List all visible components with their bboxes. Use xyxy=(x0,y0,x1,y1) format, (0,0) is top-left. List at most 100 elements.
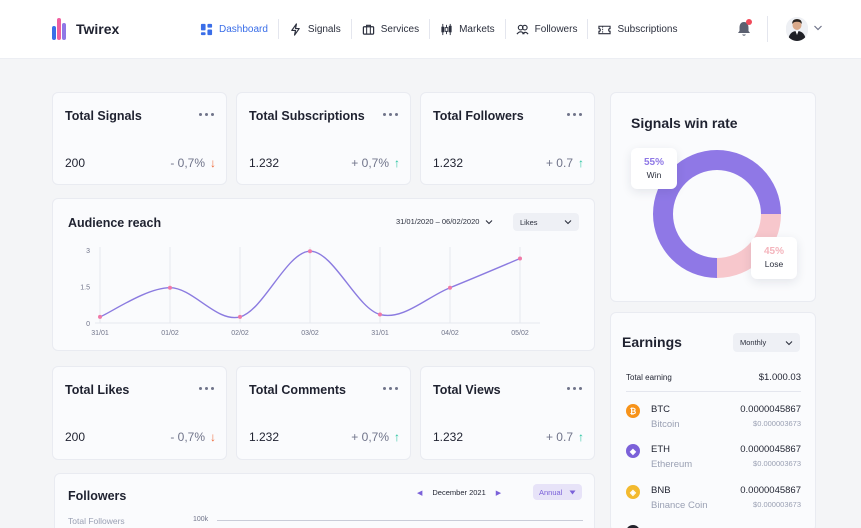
donut-slice-lose[interactable] xyxy=(717,214,781,278)
win-percentage: 55% xyxy=(643,157,664,168)
notification-dot xyxy=(746,19,752,25)
more-options-icon[interactable] xyxy=(199,113,214,116)
stat-change: - 0,7% ↓ xyxy=(170,156,216,170)
followers-period-value: Annual xyxy=(539,487,563,497)
win-rate-title: Signals win rate xyxy=(631,115,738,131)
stat-change: - 0,7% ↓ xyxy=(170,430,216,444)
users-icon xyxy=(516,24,529,35)
earnings-card: Earnings Monthly Total earning $1.000.03… xyxy=(610,312,816,528)
stat-card-total-signals: Total Signals 200 - 0,7% ↓ xyxy=(52,92,227,185)
nav-item-services[interactable]: Services xyxy=(352,19,431,39)
x-tick-label: 31/01 xyxy=(91,330,109,337)
app-name: Twirex xyxy=(76,21,120,37)
chevron-down-icon xyxy=(486,219,493,224)
coin-symbol: BTC xyxy=(651,404,670,415)
coin-symbol: ETH xyxy=(651,444,670,455)
stat-title: Total Views xyxy=(433,383,501,397)
nav-item-markets[interactable]: Markets xyxy=(430,19,506,39)
signals-win-rate-card: Signals win rate 55% Win 45% Lose xyxy=(610,92,816,302)
more-options-icon[interactable] xyxy=(567,387,582,390)
stat-value: 200 xyxy=(65,430,86,444)
data-point-1[interactable] xyxy=(168,285,172,290)
briefcase-icon xyxy=(362,24,374,35)
divider xyxy=(626,391,801,392)
more-options-icon[interactable] xyxy=(567,113,582,116)
win-label-badge: 55% Win xyxy=(631,148,677,189)
stat-change: + 0.7 ↑ xyxy=(546,430,584,444)
chevron-down-icon xyxy=(785,340,793,345)
date-range-picker[interactable]: 31/01/2020 – 06/02/2020 xyxy=(396,217,493,226)
followers-period-select[interactable]: Annual xyxy=(533,484,582,500)
coin-usd-value: $0.000003673 xyxy=(753,459,801,468)
coin-row-bnb[interactable]: ◈ BNB Binance Coin 0.0000045867 $0.00000… xyxy=(626,484,801,514)
x-tick-label: 01/02 xyxy=(161,330,179,337)
stat-value: 200 xyxy=(65,156,86,170)
top-navigation-bar: Twirex Dashboard Signals Services Market… xyxy=(0,0,861,59)
nav-label: Subscriptions xyxy=(617,23,678,35)
data-point-0[interactable] xyxy=(98,314,102,319)
followers-gridline xyxy=(217,520,583,521)
stat-card-total-followers: Total Followers 1.232 + 0.7 ↑ xyxy=(420,92,595,185)
prev-month-icon[interactable]: ◀ xyxy=(417,489,423,497)
more-options-icon[interactable] xyxy=(383,113,398,116)
stat-title: Total Signals xyxy=(65,109,142,123)
audience-title: Audience reach xyxy=(68,216,162,230)
arrow-up-icon: ↑ xyxy=(394,156,400,170)
x-tick-label: 04/02 xyxy=(441,330,459,337)
stat-value: 1.232 xyxy=(249,430,280,444)
coin-name: Ethereum xyxy=(651,459,693,470)
stat-title: Total Followers xyxy=(433,109,524,123)
chevron-down-icon xyxy=(564,220,572,225)
coin-row-btc[interactable]: ₿ BTC Bitcoin 0.0000045867 $0.000003673 xyxy=(626,403,801,433)
more-options-icon[interactable] xyxy=(199,387,214,390)
stat-change: + 0,7% ↑ xyxy=(351,430,400,444)
binance-icon: ◈ xyxy=(626,485,640,499)
followers-axis-label: 100k xyxy=(193,516,209,523)
metric-select[interactable]: Likes xyxy=(513,213,579,231)
stat-card-total-views: Total Views 1.232 + 0.7 ↑ xyxy=(420,366,595,460)
win-label: Win xyxy=(646,170,662,180)
more-options-icon[interactable] xyxy=(383,387,398,390)
ethereum-icon: ◆ xyxy=(626,444,640,458)
coin-amount: 0.0000045867 xyxy=(740,404,801,415)
data-point-2[interactable] xyxy=(238,314,242,319)
y-tick-label: 1.5 xyxy=(80,285,90,292)
data-point-3[interactable] xyxy=(308,249,312,254)
data-point-5[interactable] xyxy=(448,285,452,290)
dashboard-icon xyxy=(200,23,213,35)
caret-down-icon xyxy=(569,490,576,494)
nav-item-signals[interactable]: Signals xyxy=(279,19,352,39)
stat-value: 1.232 xyxy=(433,156,464,170)
stat-card-total-comments: Total Comments 1.232 + 0,7% ↑ xyxy=(236,366,411,460)
earnings-period-select[interactable]: Monthly xyxy=(733,333,800,352)
stat-title: Total Comments xyxy=(249,383,346,397)
app-logo[interactable]: Twirex xyxy=(52,18,119,40)
chevron-down-icon[interactable] xyxy=(813,24,823,32)
coin-amount: 0.0000045867 xyxy=(740,485,801,496)
lightning-icon xyxy=(291,22,300,36)
arrow-up-icon: ↑ xyxy=(578,430,584,444)
donut-slice-win[interactable] xyxy=(653,150,781,278)
nav-item-followers[interactable]: Followers xyxy=(506,19,589,39)
date-range-text: 31/01/2020 – 06/02/2020 xyxy=(396,217,480,226)
nav-item-subscriptions[interactable]: Subscriptions xyxy=(588,19,687,39)
month-navigator: ◀ December 2021 ▶ xyxy=(417,488,501,497)
avatar[interactable] xyxy=(786,17,808,41)
coin-row-eth[interactable]: ◆ ETH Ethereum 0.0000045867 $0.000003673 xyxy=(626,443,801,473)
x-tick-label: 02/02 xyxy=(231,330,249,337)
stat-card-total-subscriptions: Total Subscriptions 1.232 + 0,7% ↑ xyxy=(236,92,411,185)
bitcoin-icon: ₿ xyxy=(626,404,640,418)
next-month-icon[interactable]: ▶ xyxy=(495,489,502,497)
stat-change-text: - 0,7% xyxy=(170,430,205,444)
total-earning-label: Total earning xyxy=(626,373,672,382)
metric-select-value: Likes xyxy=(520,217,538,227)
nav-item-dashboard[interactable]: Dashboard xyxy=(190,19,279,39)
coin-amount: 0.0000045867 xyxy=(740,444,801,455)
stat-title: Total Likes xyxy=(65,383,130,397)
stat-change: + 0,7% ↑ xyxy=(351,156,400,170)
stat-change-text: + 0.7 xyxy=(545,156,573,170)
data-point-4[interactable] xyxy=(378,312,382,317)
data-point-6[interactable] xyxy=(518,256,522,261)
nav-label: Services xyxy=(380,23,420,35)
